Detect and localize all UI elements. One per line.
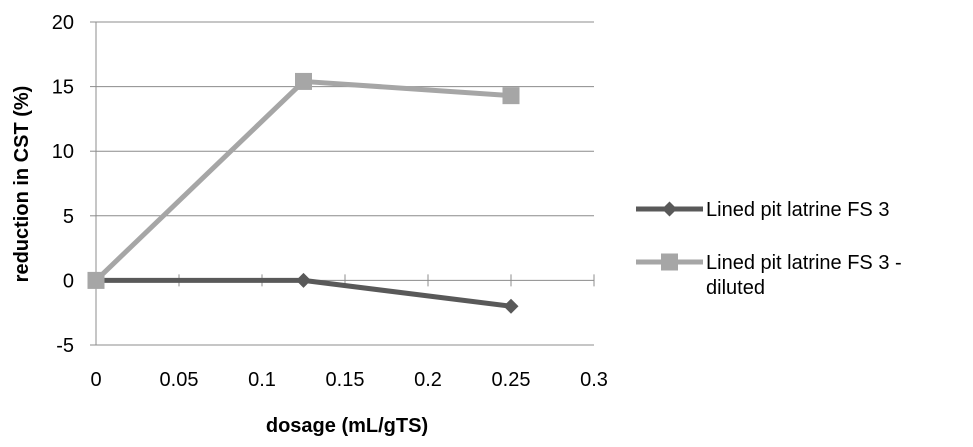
data-point — [295, 72, 312, 90]
series-2 — [87, 72, 520, 289]
data-point — [87, 271, 105, 289]
legend-label-line: Lined pit latrine FS 3 - — [706, 252, 902, 274]
data-point — [296, 272, 311, 288]
x-tick-label: 0.25 — [492, 369, 531, 391]
x-tick-label: 0.2 — [414, 369, 442, 391]
series-line — [94, 78, 512, 283]
grid — [96, 21, 594, 346]
data-point — [502, 87, 520, 105]
legend-entry-2: Lined pit latrine FS 3 - diluted — [636, 252, 902, 299]
legend: Lined pit latrine FS 3 Lined pit latrine … — [636, 199, 902, 299]
y-tick-label: -5 — [56, 335, 74, 357]
y-tick-label: 5 — [63, 206, 74, 228]
series-1 — [88, 272, 519, 314]
y-tick-labels: -5 0 5 10 15 20 — [52, 12, 74, 357]
legend-label-line: Lined pit latrine FS 3 — [706, 199, 889, 221]
y-tick-label: 20 — [52, 12, 74, 34]
y-tick-label: 15 — [52, 77, 74, 99]
legend-label: Lined pit latrine FS 3 — [706, 199, 889, 221]
legend-label: Lined pit latrine FS 3 - diluted — [706, 252, 902, 299]
axes — [90, 21, 595, 346]
legend-swatch-marker — [661, 253, 678, 271]
series-layer — [87, 72, 520, 314]
y-tick-label: 10 — [52, 141, 74, 163]
legend-entry-1: Lined pit latrine FS 3 — [636, 199, 889, 221]
legend-swatch-marker — [662, 201, 677, 217]
data-point — [503, 298, 519, 314]
x-tick-label: 0.3 — [580, 369, 608, 391]
x-axis-title: dosage (mL/gTS) — [266, 415, 428, 437]
x-tick-label: 0.1 — [248, 369, 276, 391]
y-tick-label: 0 — [63, 270, 74, 292]
x-tick-label: 0.15 — [326, 369, 365, 391]
x-tick-labels: 0 0.05 0.1 0.15 0.2 0.25 0.3 — [90, 369, 607, 391]
legend-label-line: diluted — [706, 277, 765, 299]
x-tick-label: 0.05 — [160, 369, 199, 391]
y-axis-title: reduction in CST (%) — [11, 86, 33, 283]
x-tick-label: 0 — [90, 369, 101, 391]
